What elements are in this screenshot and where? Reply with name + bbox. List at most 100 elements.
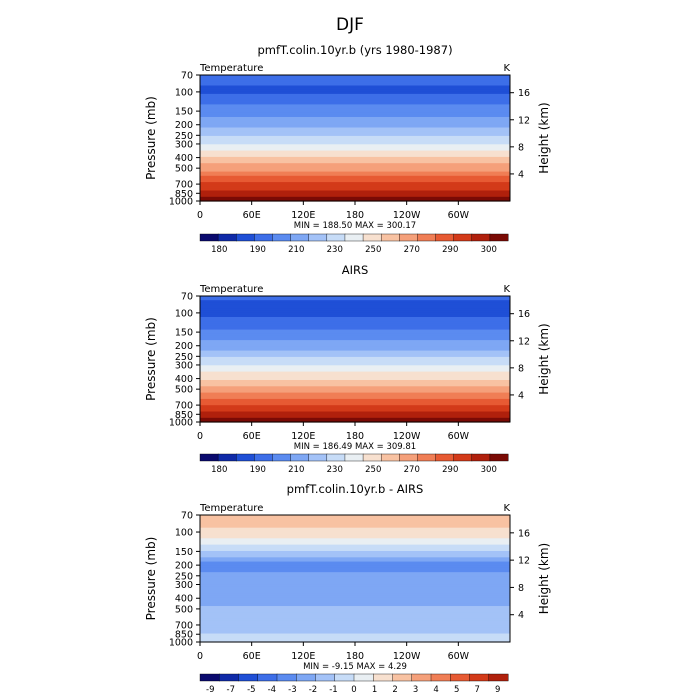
temperature-band xyxy=(200,173,510,177)
longitude-tick-label: 120W xyxy=(393,431,421,442)
temperature-band xyxy=(200,314,510,318)
height-tick-label: 16 xyxy=(518,528,530,539)
colorbar-label: -9 xyxy=(206,685,214,695)
pressure-axis-title: Pressure (mb) xyxy=(144,537,158,621)
temperature-band xyxy=(200,534,510,537)
temperature-band xyxy=(200,119,510,122)
temperature-band xyxy=(200,517,510,520)
colorbar-label: 180 xyxy=(211,245,227,255)
temperature-band xyxy=(200,523,510,527)
colorbar-swatch xyxy=(450,673,470,682)
colorbar-swatch xyxy=(290,453,310,462)
temperature-band xyxy=(200,85,510,89)
temperature-band xyxy=(200,79,510,82)
pressure-tick-label: 150 xyxy=(175,328,193,339)
temperature-band xyxy=(200,340,510,343)
temperature-band xyxy=(200,580,510,584)
temperature-band xyxy=(200,382,510,385)
temperature-band xyxy=(200,553,510,556)
longitude-tick-label: 120E xyxy=(291,431,315,442)
temperature-band xyxy=(200,561,510,565)
colorbar-label: 5 xyxy=(454,685,459,695)
temperature-band xyxy=(200,603,510,607)
colorbar-swatch xyxy=(344,233,364,242)
temperature-band xyxy=(200,620,510,624)
temperature-band xyxy=(200,536,510,539)
colorbar-swatch xyxy=(334,673,355,682)
colorbar-label: 4 xyxy=(433,685,438,695)
temperature-band xyxy=(200,574,510,577)
pressure-tick-label: 150 xyxy=(175,547,193,558)
pressure-axis-title: Pressure (mb) xyxy=(144,317,158,401)
temperature-band xyxy=(200,380,510,383)
height-axis-title: Height (km) xyxy=(537,102,551,173)
colorbar-swatch xyxy=(257,673,278,682)
temperature-band xyxy=(200,302,510,305)
pressure-tick-label: 250 xyxy=(175,352,193,363)
temperature-band xyxy=(200,146,510,150)
temperature-band xyxy=(200,117,510,120)
temperature-band xyxy=(200,417,510,421)
colorbar-swatch xyxy=(488,673,509,682)
colorbar-swatch xyxy=(236,453,255,462)
colorbar-swatch xyxy=(373,673,393,682)
temperature-band xyxy=(200,346,510,350)
pressure-tick-label: 500 xyxy=(175,604,193,615)
height-tick-label: 16 xyxy=(518,88,530,99)
temperature-band xyxy=(200,367,510,371)
colorbar-swatch xyxy=(353,673,374,682)
temperature-band xyxy=(200,565,510,569)
temperature-band xyxy=(200,538,510,541)
temperature-band xyxy=(200,169,510,173)
colorbar-swatch xyxy=(308,233,328,242)
pressure-tick-label: 850 xyxy=(175,189,193,200)
colorbar-swatch xyxy=(399,453,418,462)
temperature-band xyxy=(200,394,510,398)
colorbar-label: 9 xyxy=(495,685,500,695)
colorbar-swatch xyxy=(471,453,491,462)
longitude-tick-label: 180 xyxy=(346,210,364,221)
pressure-tick-label: 70 xyxy=(181,71,193,82)
temperature-band xyxy=(200,77,510,80)
colorbar-label: 270 xyxy=(404,245,420,255)
colorbar-label: -4 xyxy=(268,685,276,695)
temperature-band xyxy=(200,591,510,594)
temperature-band xyxy=(200,570,510,573)
temperature-band xyxy=(200,531,510,535)
temperature-band xyxy=(200,521,510,525)
temperature-band xyxy=(200,359,510,362)
temperature-band xyxy=(200,350,510,354)
temperature-band xyxy=(200,121,510,124)
height-tick-label: 16 xyxy=(518,309,530,320)
temperature-band xyxy=(200,81,510,84)
temperature-band xyxy=(200,584,510,588)
temperature-band xyxy=(200,171,510,175)
temperature-band xyxy=(200,87,510,91)
temperature-band xyxy=(200,610,510,613)
temperature-band xyxy=(200,618,510,622)
colorbar-swatch xyxy=(380,453,400,462)
temperature-band xyxy=(200,75,510,78)
colorbar-label: 300 xyxy=(481,465,497,475)
figure-title: DJF xyxy=(336,15,364,35)
temperature-band xyxy=(200,405,510,408)
pressure-tick-label: 400 xyxy=(175,153,193,164)
temperature-band xyxy=(200,557,510,561)
temperature-band xyxy=(200,608,510,611)
temperature-band xyxy=(200,582,510,586)
temperature-band xyxy=(200,186,510,189)
temperature-band xyxy=(200,612,510,616)
temperature-band xyxy=(200,529,510,533)
temperature-band xyxy=(200,576,510,580)
colorbar-label: -1 xyxy=(329,685,337,695)
temperature-band xyxy=(200,398,510,402)
longitude-tick-label: 180 xyxy=(346,431,364,442)
temperature-band xyxy=(200,131,510,135)
temperature-band xyxy=(200,304,510,308)
pressure-tick-label: 300 xyxy=(175,139,193,150)
temperature-band xyxy=(200,335,510,339)
pressure-tick-label: 500 xyxy=(175,164,193,175)
colorbar-label: 0 xyxy=(351,685,356,695)
colorbar-swatch xyxy=(217,453,237,462)
pressure-tick-label: 500 xyxy=(175,385,193,396)
